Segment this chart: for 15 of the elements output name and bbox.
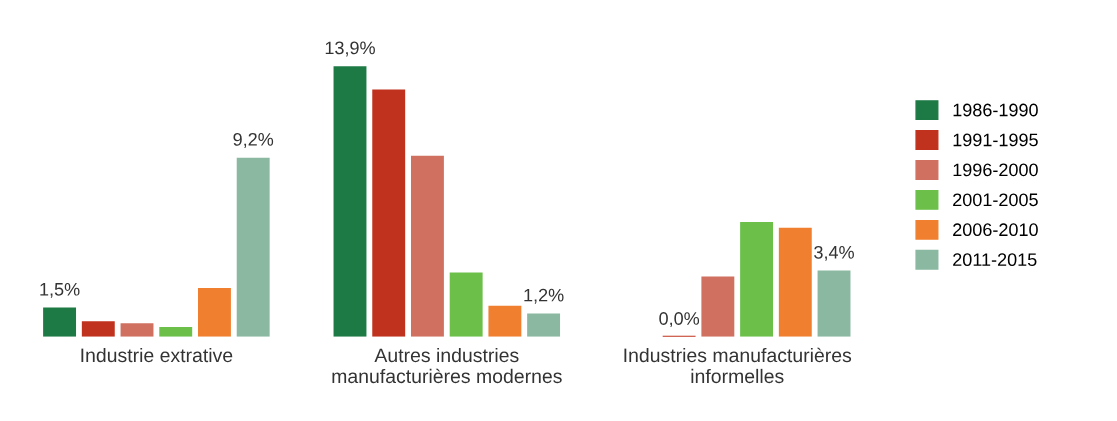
- data-label: 0,0%: [659, 312, 700, 328]
- x-tick-label: Industrie extrative: [81, 347, 233, 363]
- legend-label: 1991-1995: [953, 133, 1038, 147]
- legend-label: 2006-2010: [953, 223, 1038, 237]
- data-label: 1,5%: [40, 282, 80, 298]
- data-label: 9,2%: [233, 132, 274, 148]
- data-label: 13,9%: [325, 41, 375, 57]
- legend-label: 1996-2000: [953, 163, 1038, 177]
- legend-label: 2011-2015: [953, 253, 1037, 267]
- legend-label: 2001-2005: [953, 193, 1038, 207]
- legend-label: 1986-1990: [953, 103, 1038, 117]
- x-tick-label: Industries manufacturières informelles: [624, 347, 852, 384]
- data-label: 1,2%: [524, 288, 564, 304]
- data-label: 3,4%: [814, 245, 854, 261]
- x-tick-label: Autres industries manufacturières modernes: [332, 347, 562, 384]
